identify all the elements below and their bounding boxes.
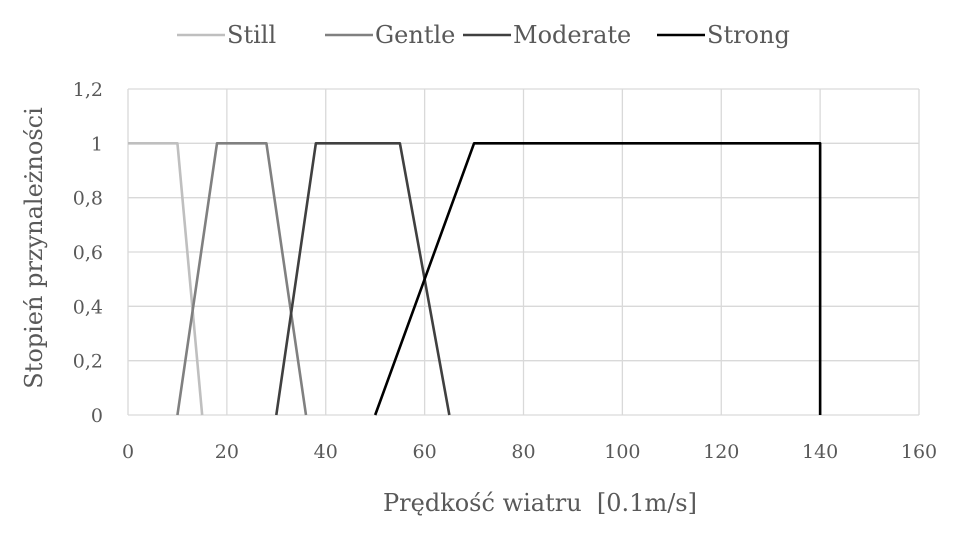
legend-label-moderate: Moderate — [513, 21, 631, 49]
series-lines — [128, 142, 822, 416]
series-line-strong — [373, 142, 822, 416]
y-tick-label: 1,2 — [73, 79, 103, 101]
legend: Still Gentle Moderate Strong — [177, 21, 790, 49]
x-axis-title: Prędkość wiatru [0.1m/s] — [383, 489, 697, 517]
x-tick-label: 100 — [604, 441, 640, 463]
y-tick-label: 0,8 — [73, 188, 103, 210]
x-tick-label: 20 — [215, 441, 239, 463]
y-tick-label: 0,2 — [73, 351, 103, 373]
legend-label-gentle: Gentle — [375, 21, 455, 49]
series-line-gentle — [176, 142, 308, 416]
grid — [127, 88, 920, 416]
y-axis-title: Stopień przynależności — [20, 107, 48, 389]
series-line-still — [128, 142, 204, 416]
y-tick-label: 1 — [91, 133, 103, 155]
y-tick-label: 0,4 — [73, 296, 103, 318]
x-tick-label: 160 — [901, 441, 937, 463]
legend-label-still: Still — [227, 21, 276, 49]
x-tick-label: 120 — [703, 441, 739, 463]
x-tick-label: 40 — [314, 441, 338, 463]
y-tick-label: 0,6 — [73, 242, 103, 264]
x-tick-label: 140 — [802, 441, 838, 463]
legend-label-strong: Strong — [707, 21, 790, 49]
y-axis-ticks: 0 0,2 0,4 0,6 0,8 1 1,2 — [73, 79, 103, 427]
y-tick-label: 0 — [91, 405, 103, 427]
x-axis-ticks: 0 20 40 60 80 100 120 140 160 — [122, 441, 937, 463]
x-tick-label: 80 — [511, 441, 535, 463]
x-tick-label: 0 — [122, 441, 134, 463]
x-tick-label: 60 — [413, 441, 437, 463]
